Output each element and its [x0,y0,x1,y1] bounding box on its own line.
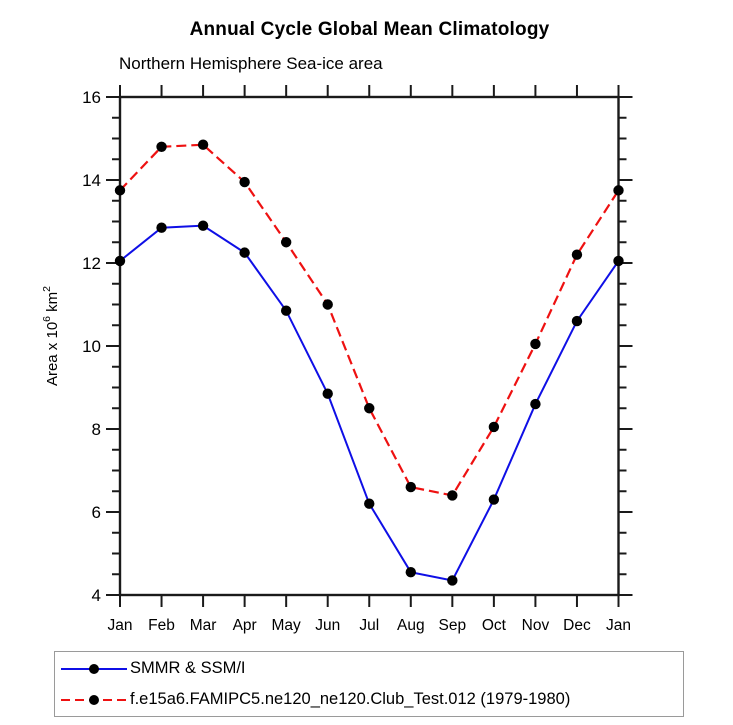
data-point-marker [405,566,416,578]
data-point-marker [447,490,458,501]
legend-label-observations: SMMR & SSM/I [130,659,246,678]
legend-sample-dashed-line [61,694,127,705]
legend-marker-dot [89,663,99,674]
x-tick-label: Oct [482,617,507,634]
y-axis-label: Area x 106 km2 [41,286,61,386]
legend-label-model: f.e15a6.FAMIPC5.ne120_ne120.Club_Test.01… [130,690,571,709]
x-tick-label: Nov [522,617,550,634]
legend-box: SMMR & SSM/I f.e15a6.FAMIPC5.ne120_ne120… [54,651,684,717]
data-point-marker [280,237,292,248]
x-tick-label: Aug [397,617,425,634]
x-tick-label: Apr [233,617,257,634]
chart-title: Annual Cycle Global Mean Climatology [189,19,550,40]
x-tick-label: Jan [108,617,133,634]
legend-sample-solid-line [61,663,127,674]
data-point-marker [613,185,624,196]
x-tick-label: Sep [439,617,467,634]
y-tick-label: 16 [82,88,101,107]
data-point-marker [613,255,624,267]
data-point-marker [571,249,583,260]
data-point-marker [197,220,209,231]
legend-item-model: f.e15a6.FAMIPC5.ne120_ne120.Club_Test.01… [58,684,683,715]
x-tick-label: Jul [359,617,379,634]
x-tick-label: Jan [606,617,631,634]
data-point-marker [571,315,583,327]
data-point-marker [447,575,458,586]
series-observations [114,220,624,586]
data-point-marker [197,139,209,150]
data-point-marker [322,388,333,399]
x-tick-label: Feb [148,617,175,634]
data-point-marker [488,494,500,505]
y-tick-label: 6 [92,503,101,522]
x-tick-label: Jun [315,617,340,634]
data-point-marker [239,176,250,188]
y-tick-label: 8 [92,420,101,439]
data-point-marker [114,185,126,196]
data-point-marker [280,305,292,316]
data-point-marker [530,398,541,410]
legend-item-observations: SMMR & SSM/I [58,653,683,684]
plot-box [118,95,620,597]
data-point-marker [488,421,500,433]
y-tick-label: 4 [92,586,101,605]
data-point-marker [405,481,416,493]
data-point-marker [530,338,541,350]
data-point-marker [364,498,375,509]
chart-subtitle: Northern Hemisphere Sea-ice area [119,54,383,73]
data-point-marker [239,247,250,258]
legend-marker-dot [89,694,99,705]
x-axis: Jan Feb Mar Apr May Jun Jul Aug Sep Oct Nov Dec Jan [108,85,631,634]
y-tick-label: 14 [82,171,101,190]
data-point-marker [156,141,167,152]
x-tick-label: Dec [563,617,591,634]
y-axis: 4 6 8 10 12 14 16 [82,88,633,605]
series-line [119,143,620,497]
x-tick-label: Mar [190,617,217,634]
chart-canvas: Jan Feb Mar Apr May Jun Jul Aug Sep Oct Nov Dec Jan 4… [41,85,633,634]
series-model [114,139,624,501]
data-point-marker [364,403,375,414]
data-point-marker [322,299,333,310]
y-tick-label: 12 [82,254,101,273]
data-point-marker [156,222,167,233]
y-tick-label: 10 [82,337,101,356]
data-point-marker [114,255,126,267]
x-tick-label: May [272,617,302,634]
